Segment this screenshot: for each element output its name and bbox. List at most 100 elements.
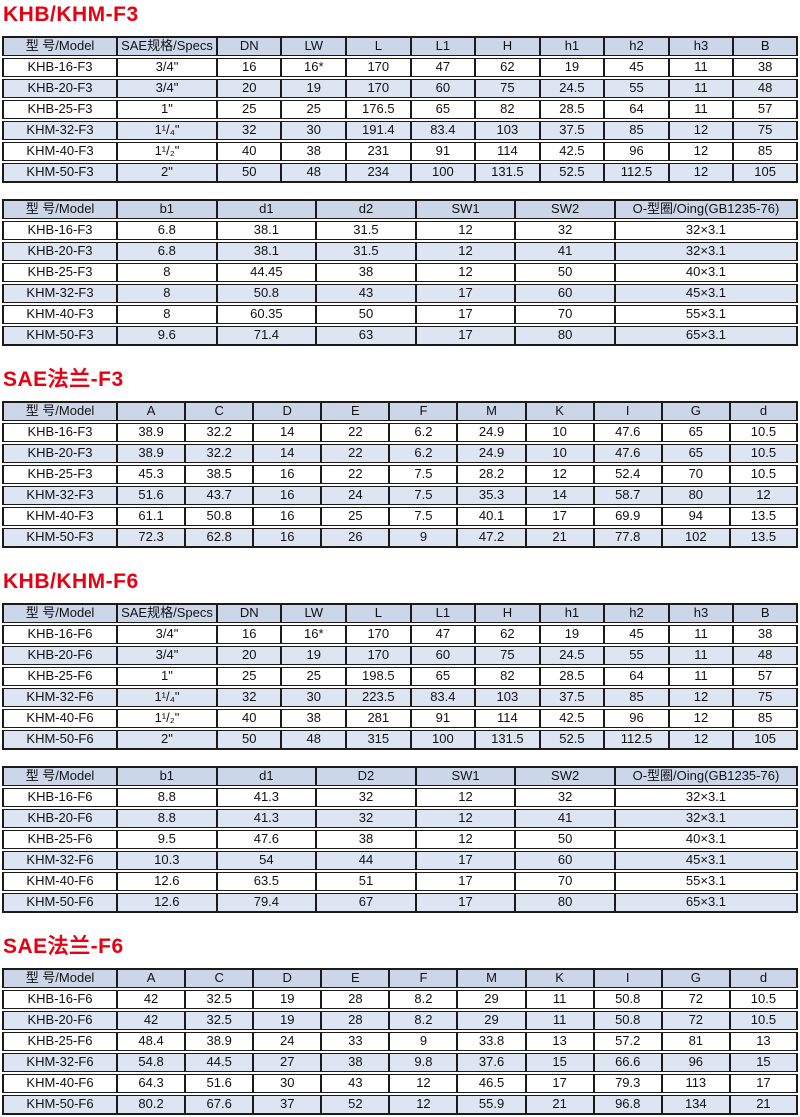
table-cell: 9.5 xyxy=(117,830,217,849)
table-cell: 7.5 xyxy=(389,465,458,484)
table-cell: 170 xyxy=(346,79,411,98)
table-cell: 80 xyxy=(515,326,615,346)
column-header: K xyxy=(525,968,594,988)
table-cell: 50 xyxy=(515,263,615,282)
table-cell: 80 xyxy=(661,486,730,505)
table-cell: 170 xyxy=(346,625,411,644)
table-cell: 38 xyxy=(733,625,798,644)
table-cell: 1" xyxy=(117,667,217,686)
column-header: d xyxy=(729,401,798,421)
table-cell: 37.6 xyxy=(457,1053,526,1072)
table-cell: 20 xyxy=(216,646,282,665)
table-cell: 27 xyxy=(253,1053,322,1072)
table-cell: 72 xyxy=(661,1011,730,1030)
table-cell: 38.1 xyxy=(216,221,317,240)
column-header: L xyxy=(346,603,411,623)
table-cell: 29 xyxy=(457,1011,526,1030)
table-cell: KHB-20-F6 xyxy=(2,1011,118,1030)
table-cell: 100 xyxy=(410,730,476,750)
table-cell: 9 xyxy=(389,528,458,548)
table-cell: 134 xyxy=(661,1095,730,1115)
column-header: C xyxy=(185,968,254,988)
table-row: KHB-25-F6 1" 25 25 198.5 65 82 28.5 64 11 57 xyxy=(2,667,798,686)
table-cell: 67 xyxy=(316,893,416,913)
table-header-row: 型 号/Model b1 d1 D2 SW1 SW2 O-型圈/Oing(GB1235-76… xyxy=(2,766,798,786)
table-cell: 12 xyxy=(389,1074,458,1093)
table-row: KHB-20-F6 8.8 41.3 32 12 41 32×3.1 xyxy=(2,809,798,828)
column-header: L xyxy=(346,36,411,56)
column-header: d xyxy=(729,968,798,988)
table-cell: 38.1 xyxy=(216,242,317,261)
table-cell: 55×3.1 xyxy=(614,872,798,891)
table-cell: 94 xyxy=(661,507,730,526)
table-cell: 3/4" xyxy=(117,625,217,644)
table-cell: 8 xyxy=(117,305,217,324)
table-cell: 6.2 xyxy=(389,444,458,463)
table-cell: 72.3 xyxy=(117,528,186,548)
column-header: DN xyxy=(216,36,282,56)
table-cell: 42 xyxy=(117,990,186,1009)
table-cell: 38.9 xyxy=(117,423,186,442)
table-cell: 112.5 xyxy=(604,730,669,750)
table-row: KHM-50-F3 2" 50 48 234 100 131.5 52.5 112.5 12 105 xyxy=(2,163,798,183)
table-cell: 1¹/₂" xyxy=(117,709,217,728)
table-cell: 38 xyxy=(316,263,416,282)
table-cell: 103 xyxy=(475,121,540,140)
table-cell: 44.45 xyxy=(216,263,317,282)
table-cell: 10.3 xyxy=(117,851,217,870)
table-cell: 75 xyxy=(475,79,540,98)
column-header: LW xyxy=(281,36,347,56)
column-header: B xyxy=(733,36,798,56)
table-cell: 26 xyxy=(321,528,390,548)
column-header: M xyxy=(457,968,526,988)
table-cell: 45×3.1 xyxy=(614,284,798,303)
table-cell: 21 xyxy=(525,1095,594,1115)
table-cell: 7.5 xyxy=(389,507,458,526)
table-cell: 8.8 xyxy=(117,809,217,828)
table-cell: 38 xyxy=(321,1053,390,1072)
table-cell: 16* xyxy=(281,58,347,77)
table-cell: 32 xyxy=(515,788,615,807)
table-cell: 12 xyxy=(415,830,516,849)
column-header: d1 xyxy=(216,766,317,786)
column-header: 型 号/Model xyxy=(2,766,118,786)
column-header: A xyxy=(117,968,186,988)
table-cell: 14 xyxy=(525,486,594,505)
table-cell: 32 xyxy=(515,221,615,240)
table-row: KHB-16-F3 38.9 32.2 14 22 6.2 24.9 10 47.6 65 10.5 xyxy=(2,423,798,442)
table-cell: 32.2 xyxy=(185,423,254,442)
table-row: KHM-50-F3 9.6 71.4 63 17 80 65×3.1 xyxy=(2,326,798,346)
table-cell: 11 xyxy=(525,1011,594,1030)
table-cell: 20 xyxy=(216,79,282,98)
table-cell: 48.4 xyxy=(117,1032,186,1051)
table-cell: KHB-20-F6 xyxy=(2,809,118,828)
column-header: M xyxy=(457,401,526,421)
table-cell: 48 xyxy=(281,730,347,750)
column-header: h2 xyxy=(604,36,669,56)
table-cell: 24.5 xyxy=(539,646,605,665)
table-cell: 35.3 xyxy=(457,486,526,505)
table-cell: KHB-25-F6 xyxy=(2,667,118,686)
table-cell: 63 xyxy=(316,326,416,346)
table-cell: 50.8 xyxy=(216,284,317,303)
table-cell: 72 xyxy=(661,990,730,1009)
table-cell: 3/4" xyxy=(117,79,217,98)
table-cell: 57.2 xyxy=(593,1032,662,1051)
table-cell: 50 xyxy=(216,163,282,183)
table-cell: 50.8 xyxy=(185,507,254,526)
table-cell: 80.2 xyxy=(117,1095,186,1115)
table-row: KHB-25-F3 8 44.45 38 12 50 40×3.1 xyxy=(2,263,798,282)
table-cell: 50.8 xyxy=(593,990,662,1009)
table-cell: 75 xyxy=(733,688,798,707)
table-cell: 12.6 xyxy=(117,893,217,913)
table-cell: 28 xyxy=(321,990,390,1009)
table-cell: 33.8 xyxy=(457,1032,526,1051)
table-cell: 15 xyxy=(525,1053,594,1072)
table-cell: 17 xyxy=(415,851,516,870)
table-cell: 10.5 xyxy=(729,444,798,463)
column-header: 型 号/Model xyxy=(2,603,118,623)
table-row: KHB-25-F3 45.3 38.5 16 22 7.5 28.2 12 52.4 70 10.5 xyxy=(2,465,798,484)
